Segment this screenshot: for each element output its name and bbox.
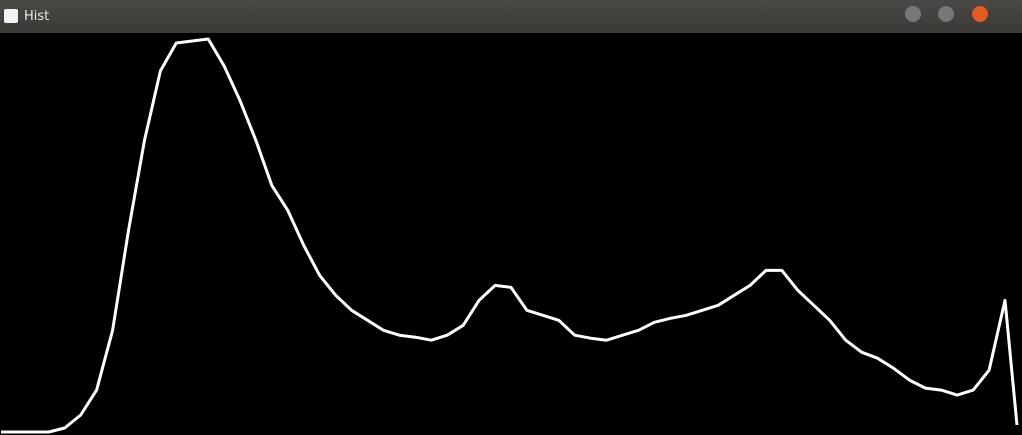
window-title: Hist: [24, 9, 50, 24]
close-button[interactable]: [972, 6, 988, 22]
title-bar: Hist: [0, 0, 1022, 33]
app-icon: [4, 9, 18, 23]
histogram-line: [1, 37, 1019, 434]
minimize-button[interactable]: [905, 6, 921, 22]
maximize-button[interactable]: [938, 6, 954, 22]
histogram-plot: [1, 37, 1019, 434]
